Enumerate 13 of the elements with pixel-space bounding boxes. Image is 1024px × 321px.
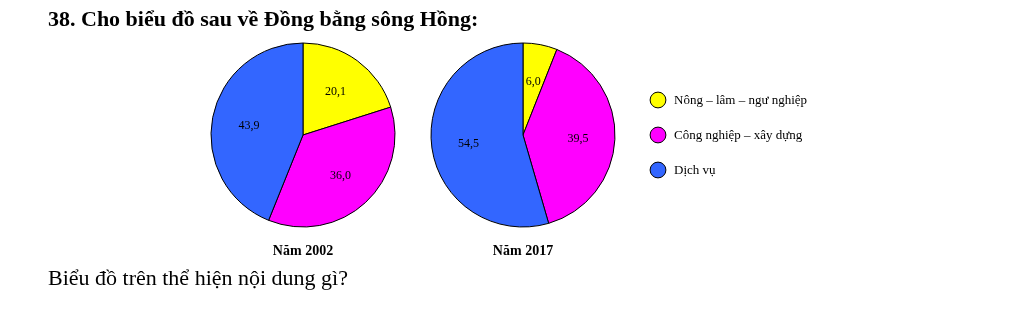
text: Năm 2002 xyxy=(272,243,334,258)
chart-title: 38. Cho biểu đồ sau về Đồng bằng sông Hồng: xyxy=(48,6,479,31)
data-label: 54,5 xyxy=(458,135,480,150)
legend-label: Dịch vụ xyxy=(674,162,717,177)
data-label: 43,9 xyxy=(238,117,260,132)
text: Biểu đồ trên thể hiện nội dung gì? xyxy=(48,265,348,290)
data-label: 39,5 xyxy=(567,130,589,145)
text: Năm 2017 xyxy=(492,243,554,258)
data-label: 6,0 xyxy=(525,73,541,88)
legend-label: Nông – lâm – ngư nghiệp xyxy=(674,92,808,107)
data-label: 36,0 xyxy=(329,168,351,183)
data-label: 20,1 xyxy=(324,83,346,98)
legend-label: Công nghiệp – xây dựng xyxy=(674,127,803,142)
